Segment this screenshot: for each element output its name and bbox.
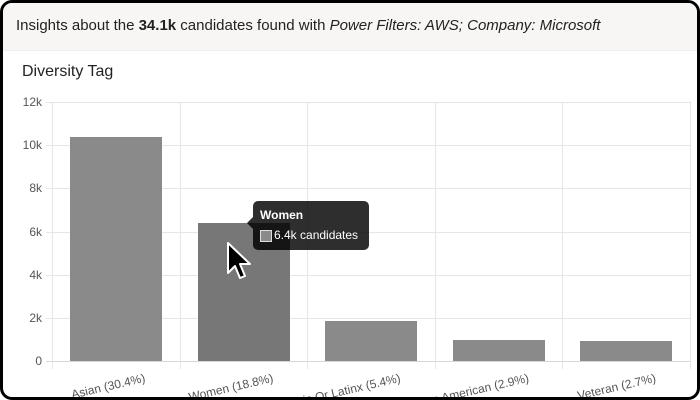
x-axis-label: Hispanic Or Latinx (5.4%) [265,371,403,400]
summary-middle: candidates found with [176,17,330,34]
candidate-count: 34.1k [138,17,177,34]
chart-tooltip: Women 6.4k candidates [247,201,369,250]
y-tick-label: 0 [35,354,42,368]
v-gridline [435,102,436,369]
v-gridline [690,102,691,369]
insights-header: Insights about the 34.1k candidates foun… [3,3,697,51]
x-axis-label: Women (18.8%) [187,371,275,400]
x-axis-label: Veteran (2.7%) [576,371,658,400]
chart-title: Diversity Tag [22,63,114,80]
summary-prefix: Insights about the [16,17,139,34]
bar-2[interactable] [325,321,417,361]
tooltip-title: Women [260,208,304,222]
v-gridline [562,102,563,369]
insights-summary: Insights about the 34.1k candidates foun… [16,17,600,34]
y-tick-label: 4k [29,268,42,282]
y-tick-label: 12k [22,95,42,109]
diversity-bar-chart: 0 2k 4k 6k 8k 10k 12k Asian (30.4%) Women (18.8%… [3,3,697,397]
v-gridline [180,102,181,369]
bar-0[interactable] [70,137,162,361]
y-tick-label: 10k [22,138,42,152]
x-axis-label: Asian (30.4%) [70,371,147,400]
h-gridline [46,145,690,146]
bar-4[interactable] [580,341,672,361]
v-gridline [52,102,53,369]
h-gridline [46,102,690,103]
mouse-pointer-icon [227,242,251,279]
y-tick-label: 2k [29,311,42,325]
bar-3[interactable] [453,340,545,361]
h-gridline [46,188,690,189]
tooltip-color-swatch [260,230,272,242]
y-tick-label: 8k [29,181,42,195]
y-tick-label: 6k [29,225,42,239]
h-gridline [46,361,690,362]
active-filters: Power Filters: AWS; Company: Microsoft [329,17,601,34]
tooltip-value: 6.4k candidates [274,228,359,242]
h-gridline [46,318,690,319]
h-gridline [46,275,690,276]
